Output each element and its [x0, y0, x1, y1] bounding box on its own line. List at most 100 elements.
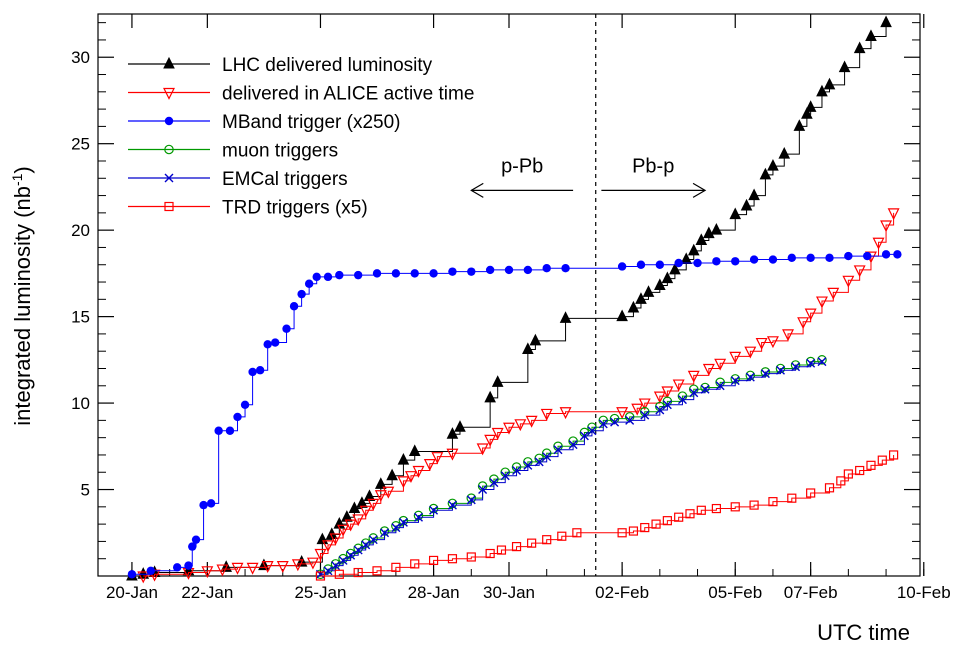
data-point: [391, 523, 401, 533]
data-point: [863, 251, 872, 261]
data-point: [804, 100, 817, 112]
data-point: [397, 476, 410, 489]
annotation-arrowhead-1: [692, 182, 707, 198]
data-point: [730, 376, 740, 386]
annotation-label-0: p-Pb: [501, 155, 543, 177]
data-point: [276, 561, 289, 573]
legend-label-0: LHC delivered luminosity: [222, 55, 433, 76]
series-line-2: [131, 253, 898, 575]
data-point: [568, 440, 578, 450]
data-point: [466, 495, 476, 505]
data-point: [749, 500, 759, 510]
series-2: [127, 250, 902, 579]
data-point: [491, 427, 504, 440]
data-point: [893, 250, 902, 259]
data-point: [331, 561, 341, 571]
data-point: [304, 279, 314, 288]
data-point: [703, 226, 715, 239]
series-layer: [126, 15, 902, 584]
y-tick-label: 5: [81, 481, 90, 500]
data-point: [627, 300, 640, 313]
data-point: [289, 302, 299, 311]
data-point: [791, 362, 801, 372]
data-point: [216, 564, 229, 577]
legend: LHC delivered luminosity delivered in ALI…: [128, 55, 474, 219]
y-axis-title-main: integrated luminosity (nb: [10, 186, 35, 426]
data-point: [729, 351, 742, 364]
data-point: [291, 559, 304, 572]
legend-marker-5: [164, 201, 174, 212]
data-point: [485, 265, 495, 275]
data-point: [766, 336, 779, 349]
data-point: [712, 257, 721, 266]
data-point: [661, 386, 674, 399]
data-point: [695, 233, 708, 246]
data-point: [817, 357, 827, 367]
data-point: [380, 528, 390, 538]
data-point: [322, 540, 334, 553]
data-point: [447, 554, 458, 564]
data-point: [466, 552, 476, 562]
data-point: [877, 455, 887, 465]
data-point: [423, 459, 436, 471]
y-tick-label: 10: [71, 394, 90, 413]
data-point: [561, 263, 570, 273]
data-point: [184, 561, 193, 570]
data-point: [372, 269, 382, 278]
data-point: [711, 503, 721, 514]
data-point: [801, 107, 813, 119]
x-tick-label: 10-Feb: [897, 583, 951, 602]
data-point: [700, 384, 710, 394]
data-point: [410, 559, 420, 569]
data-point: [231, 562, 244, 575]
data-point: [542, 263, 551, 273]
legend-marker-2: [164, 116, 174, 126]
data-point: [363, 489, 376, 501]
data-point: [744, 346, 757, 359]
data-point: [361, 540, 371, 550]
data-point: [557, 531, 567, 541]
data-point: [428, 555, 439, 566]
data-point: [677, 395, 687, 405]
data-point: [448, 267, 457, 276]
data-point: [353, 545, 363, 555]
data-point: [715, 381, 725, 391]
data-point: [759, 167, 772, 180]
data-point: [214, 426, 223, 435]
data-point: [689, 388, 699, 398]
data-point: [628, 526, 639, 536]
data-point: [617, 528, 627, 538]
data-point: [872, 237, 885, 250]
data-point: [887, 208, 900, 221]
data-point: [529, 333, 542, 346]
data-point: [282, 324, 291, 333]
data-point: [559, 407, 572, 420]
data-point: [447, 500, 457, 510]
data-point: [866, 460, 876, 470]
data-point: [201, 566, 214, 579]
y-tick-label: 25: [71, 135, 90, 154]
data-point: [889, 450, 899, 460]
data-point: [188, 542, 197, 551]
data-point: [446, 427, 459, 439]
legend-marker-4: [164, 173, 174, 183]
data-point: [172, 563, 182, 572]
data-point: [429, 505, 439, 515]
data-point: [261, 561, 274, 573]
annotation-label-1: Pb-p: [632, 155, 674, 177]
series-1: [137, 208, 900, 584]
data-point: [651, 519, 661, 529]
data-point: [843, 469, 853, 479]
data-point: [353, 270, 363, 280]
data-point: [382, 486, 395, 499]
data-point: [306, 557, 319, 570]
data-point: [844, 251, 853, 261]
data-point: [815, 296, 828, 309]
data-point: [655, 405, 665, 415]
data-point: [635, 292, 647, 304]
data-point: [655, 260, 665, 269]
data-point: [806, 358, 816, 368]
data-point: [356, 496, 368, 508]
data-point: [408, 444, 421, 456]
data-point: [297, 289, 306, 299]
